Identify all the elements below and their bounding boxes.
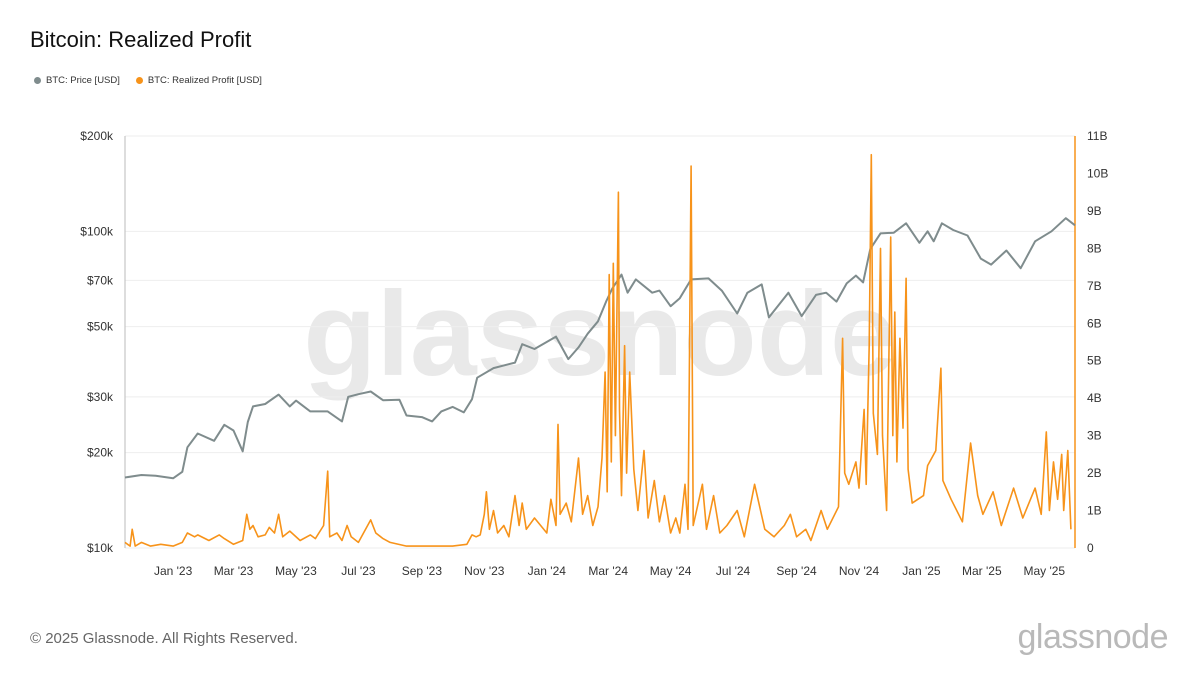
y-right-tick-label: 6B bbox=[1087, 316, 1102, 330]
y-right-tick-label: 5B bbox=[1087, 354, 1102, 368]
x-tick-label: May '24 bbox=[650, 564, 692, 578]
x-tick-label: Nov '23 bbox=[464, 564, 505, 578]
chart-canvas: glassnode $200k $100k $70k $50k $30k $20k $10k 1… bbox=[80, 129, 1108, 578]
y-right-tick-label: 7B bbox=[1087, 279, 1102, 293]
y-left-tick-label: $70k bbox=[87, 273, 114, 287]
legend-profit-dot-icon bbox=[135, 77, 143, 84]
realized-profit-series-line bbox=[124, 153, 1072, 547]
legend: BTC: Price [USD] BTC: Realized Profit [U… bbox=[34, 75, 262, 86]
y-left-tick-label: $50k bbox=[87, 320, 114, 334]
watermark: glassnode bbox=[303, 267, 897, 401]
x-tick-label: Jul '23 bbox=[341, 564, 376, 578]
x-tick-label: Nov '24 bbox=[839, 564, 880, 578]
y-left-tick-label: $10k bbox=[87, 541, 114, 555]
legend-item-price[interactable]: BTC: Price [USD] bbox=[34, 75, 120, 86]
x-tick-label: Mar '25 bbox=[962, 564, 1002, 578]
x-tick-label: Jan '25 bbox=[902, 564, 941, 578]
y-left-tick-label: $30k bbox=[87, 390, 114, 404]
x-tick-label: Jul '24 bbox=[716, 564, 751, 578]
y-left-tick-label: $200k bbox=[80, 129, 114, 143]
y-right-tick-label: 8B bbox=[1087, 241, 1102, 255]
y-right-tick-label: 2B bbox=[1087, 466, 1102, 480]
y-right-tick-label: 4B bbox=[1087, 391, 1102, 405]
y-right-tick-label: 0 bbox=[1087, 541, 1094, 555]
x-tick-label: Mar '24 bbox=[588, 564, 628, 578]
legend-price-dot-icon bbox=[34, 77, 41, 84]
x-tick-label: May '23 bbox=[275, 564, 317, 578]
x-tick-label: Jan '24 bbox=[528, 564, 567, 578]
y-right-tick-label: 9B bbox=[1087, 204, 1102, 218]
y-right-tick-label: 11B bbox=[1087, 129, 1107, 143]
x-tick-label: Sep '23 bbox=[402, 564, 443, 578]
legend-profit-label: BTC: Realized Profit [USD] bbox=[147, 75, 262, 86]
legend-item-realized-profit[interactable]: BTC: Realized Profit [USD] bbox=[135, 75, 262, 86]
y-right-tick-label: 3B bbox=[1087, 429, 1102, 443]
x-tick-label: May '25 bbox=[1023, 564, 1065, 578]
y-left-tick-label: $20k bbox=[87, 446, 114, 460]
legend-price-label: BTC: Price [USD] bbox=[46, 75, 120, 86]
price-series-line bbox=[124, 217, 1076, 480]
chart-title: Bitcoin: Realized Profit bbox=[30, 27, 252, 52]
y-right-tick-label: 1B bbox=[1087, 504, 1102, 518]
x-tick-label: Mar '23 bbox=[214, 564, 254, 578]
copyright-text: © 2025 Glassnode. All Rights Reserved. bbox=[30, 630, 298, 647]
y-right-tick-label: 10B bbox=[1087, 166, 1108, 180]
x-tick-label: Jan '23 bbox=[154, 564, 193, 578]
y-left-tick-label: $100k bbox=[80, 224, 114, 238]
x-tick-label: Sep '24 bbox=[776, 564, 817, 578]
brand-logo: glassnode bbox=[1017, 618, 1168, 656]
